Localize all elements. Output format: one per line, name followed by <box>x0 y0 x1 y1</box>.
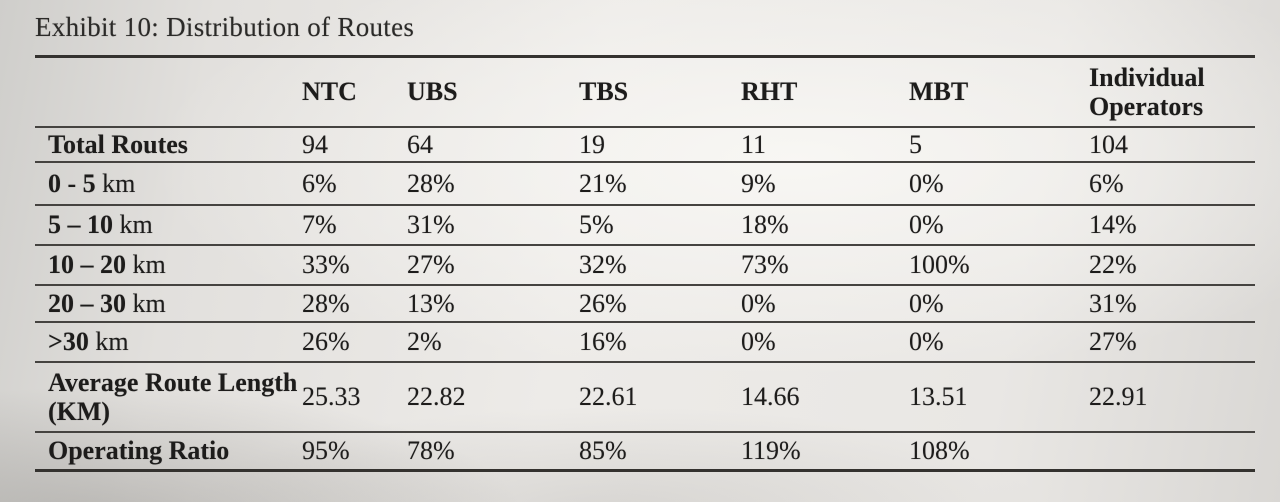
routes-distribution-table: NTC UBS TBS RHT MBT Individual Operators… <box>35 55 1255 472</box>
row-label: >30 km <box>35 327 298 356</box>
table-header-row: NTC UBS TBS RHT MBT Individual Operators <box>35 58 1255 128</box>
value-cell: 22.61 <box>579 382 638 412</box>
row-label: Operating Ratio <box>35 436 298 465</box>
value-cell: 11 <box>741 129 767 159</box>
table-row-5-10-km: 5 – 10 km 7% 31% 5% 18% 0% 14% <box>35 206 1255 246</box>
header-cell-rht: RHT <box>741 77 798 107</box>
value-cell: 73% <box>741 250 789 280</box>
row-label-rest: km <box>95 168 136 198</box>
row-label-bold: Operating Ratio <box>48 436 230 466</box>
row-label-bold: Total Routes <box>48 129 188 159</box>
header-cell-tbs: TBS <box>579 77 629 107</box>
value-cell: 22.91 <box>1089 382 1148 412</box>
row-label-rest: km <box>88 327 129 357</box>
value-cell: 28% <box>302 288 350 318</box>
value-cell: 14.66 <box>741 382 800 412</box>
value-cell: 5% <box>579 210 614 240</box>
value-cell: 13% <box>407 288 455 318</box>
row-label: 0 - 5 km <box>35 169 298 198</box>
value-cell: 6% <box>302 168 337 198</box>
value-cell: 100% <box>909 250 970 280</box>
value-cell: 7% <box>302 210 337 240</box>
table-row-operating-ratio: Operating Ratio 95% 78% 85% 119% 108% <box>35 433 1255 469</box>
value-cell: 16% <box>579 327 627 357</box>
value-cell: 2% <box>407 327 442 357</box>
table-row-10-20-km: 10 – 20 km 33% 27% 32% 73% 100% 22% <box>35 246 1255 286</box>
exhibit-title: Exhibit 10: Distribution of Routes <box>35 12 415 42</box>
value-cell: 13.51 <box>909 382 968 412</box>
value-cell: 0% <box>909 288 944 318</box>
row-label-bold: 0 - 5 <box>48 168 96 198</box>
value-cell: 22% <box>1089 250 1137 280</box>
value-cell: 108% <box>909 436 970 466</box>
table-row-over-30-km: >30 km 26% 2% 16% 0% 0% 27% <box>35 323 1255 363</box>
value-cell: 21% <box>579 168 627 198</box>
value-cell: 26% <box>302 327 350 357</box>
header-cell-individual-operators: Individual Operators <box>1089 62 1212 121</box>
row-label: 5 – 10 km <box>35 210 298 239</box>
value-cell: 25.33 <box>302 382 361 412</box>
value-cell: 9% <box>741 168 776 198</box>
value-cell: 0% <box>741 327 776 357</box>
row-label-bold: Average Route Length (KM) <box>48 367 304 426</box>
value-cell: 22.82 <box>407 382 466 412</box>
row-label-rest: km <box>126 288 166 318</box>
value-cell: 33% <box>302 250 350 280</box>
row-label-bold: 10 – 20 <box>48 250 126 280</box>
row-label: Average Route Length (KM) <box>35 368 298 426</box>
value-cell: 78% <box>407 436 455 466</box>
row-label-bold: >30 <box>48 327 89 357</box>
value-cell: 94 <box>302 129 328 159</box>
value-cell: 64 <box>407 129 433 159</box>
value-cell: 14% <box>1089 210 1137 240</box>
row-label-rest: km <box>113 210 153 240</box>
value-cell: 32% <box>579 250 627 280</box>
value-cell: 31% <box>1089 288 1137 318</box>
table-row-0-5-km: 0 - 5 km 6% 28% 21% 9% 0% 6% <box>35 163 1255 206</box>
value-cell: 95% <box>302 436 350 466</box>
value-cell: 0% <box>909 168 944 198</box>
value-cell: 104 <box>1089 129 1128 159</box>
row-label: 20 – 30 km <box>35 289 298 318</box>
header-cell-mbt: MBT <box>909 77 969 107</box>
value-cell: 19 <box>579 129 605 159</box>
header-cell-ntc: NTC <box>302 77 357 107</box>
table-row-20-30-km: 20 – 30 km 28% 13% 26% 0% 0% 31% <box>35 286 1255 323</box>
table-row-total-routes: Total Routes 94 64 19 11 5 104 <box>35 128 1255 163</box>
table-row-average-route-length: Average Route Length (KM) 25.33 22.82 22… <box>35 363 1255 433</box>
value-cell: 0% <box>741 288 776 318</box>
value-cell: 27% <box>1089 327 1137 357</box>
row-label-bold: 20 – 30 <box>48 288 126 318</box>
value-cell: 0% <box>909 210 944 240</box>
value-cell: 5 <box>909 129 922 159</box>
row-label: 10 – 20 km <box>35 250 298 279</box>
value-cell: 28% <box>407 168 455 198</box>
value-cell: 27% <box>407 250 455 280</box>
row-label-rest: km <box>126 250 166 280</box>
value-cell: 6% <box>1089 168 1124 198</box>
value-cell: 31% <box>407 210 455 240</box>
value-cell: 0% <box>909 327 944 357</box>
value-cell: 85% <box>579 436 627 466</box>
value-cell: 26% <box>579 288 627 318</box>
header-cell-ubs: UBS <box>407 77 458 107</box>
row-label: Total Routes <box>35 130 298 159</box>
value-cell: 119% <box>741 436 801 466</box>
value-cell: 18% <box>741 210 789 240</box>
row-label-bold: 5 – 10 <box>48 210 113 240</box>
